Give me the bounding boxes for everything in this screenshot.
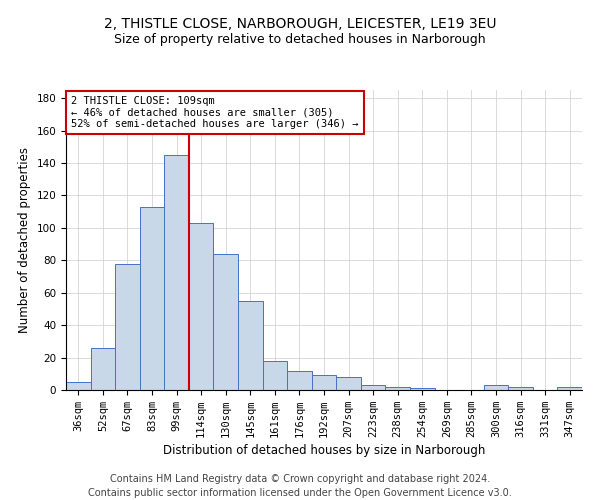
Y-axis label: Number of detached properties: Number of detached properties (18, 147, 31, 333)
Bar (164, 155, 189, 390)
Text: 2, THISTLE CLOSE, NARBOROUGH, LEICESTER, LE19 3EU: 2, THISTLE CLOSE, NARBOROUGH, LEICESTER,… (104, 18, 496, 32)
Bar (385, 387, 410, 390)
Bar (484, 385, 508, 390)
Bar (263, 361, 287, 390)
Bar (557, 387, 582, 390)
Bar (91, 348, 115, 390)
Bar (140, 207, 164, 390)
Bar (189, 223, 214, 390)
Bar (214, 254, 238, 390)
Bar (410, 388, 434, 390)
Bar (66, 382, 91, 390)
Bar (336, 377, 361, 390)
Text: 2 THISTLE CLOSE: 109sqm
← 46% of detached houses are smaller (305)
52% of semi-d: 2 THISTLE CLOSE: 109sqm ← 46% of detache… (71, 96, 359, 129)
Bar (115, 264, 140, 390)
Bar (287, 370, 312, 390)
Text: Size of property relative to detached houses in Narborough: Size of property relative to detached ho… (114, 32, 486, 46)
Bar (508, 387, 533, 390)
Bar (312, 376, 336, 390)
Text: Contains HM Land Registry data © Crown copyright and database right 2024.
Contai: Contains HM Land Registry data © Crown c… (88, 474, 512, 498)
Bar (238, 301, 263, 390)
Bar (361, 385, 385, 390)
X-axis label: Distribution of detached houses by size in Narborough: Distribution of detached houses by size … (163, 444, 485, 457)
